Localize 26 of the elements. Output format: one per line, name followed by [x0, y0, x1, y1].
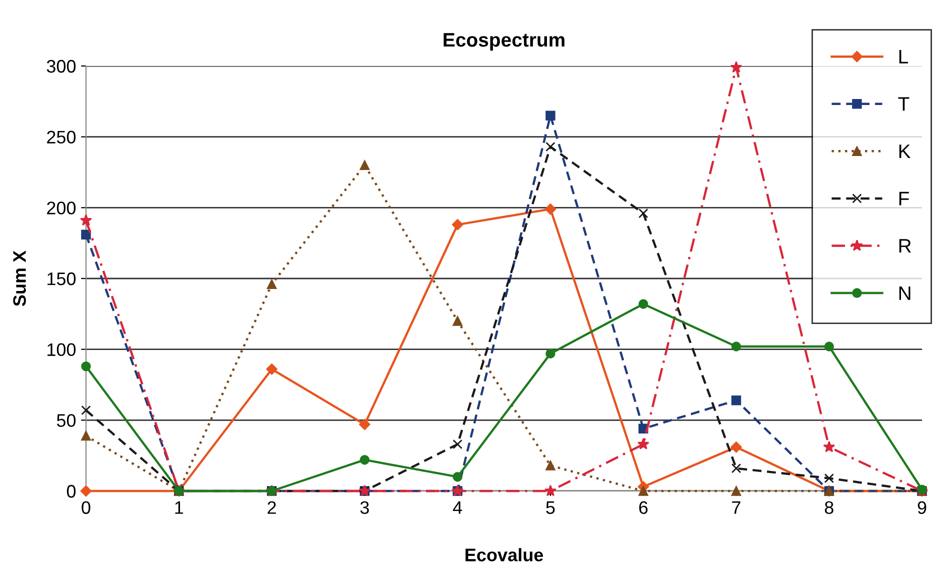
chart-title: Ecospectrum [444, 33, 564, 51]
y-tick-label: 50 [56, 414, 76, 427]
y-tick-label: 100 [48, 343, 76, 356]
x-tick-label: 0 [82, 501, 90, 514]
legend-label: L [899, 50, 908, 64]
legend-label: T [898, 97, 910, 111]
x-tick-label: 9 [918, 501, 926, 514]
x-tick-label: 1 [175, 501, 184, 514]
y-tick-label: 150 [48, 272, 76, 286]
y-axis-title: Sum X [13, 250, 26, 306]
legend-label: F [899, 192, 909, 206]
y-tick-label: 0 [66, 484, 76, 498]
y-tick-label: 250 [47, 130, 76, 144]
x-tick-label: 7 [732, 501, 740, 514]
legend-label: R [899, 239, 911, 253]
x-tick-label: 3 [360, 501, 369, 514]
y-tick-label: 300 [46, 60, 76, 73]
legend-label: N [899, 286, 910, 300]
legend-label: K [899, 144, 911, 158]
y-tick-label: 200 [47, 202, 76, 214]
x-axis-title: Ecovalue [466, 548, 544, 562]
x-tick-label: 2 [268, 501, 276, 514]
x-tick-label: 8 [824, 501, 834, 514]
x-tick-label: 6 [639, 501, 648, 514]
x-tick-label: 4 [452, 501, 462, 514]
x-tick-label: 5 [546, 501, 555, 514]
